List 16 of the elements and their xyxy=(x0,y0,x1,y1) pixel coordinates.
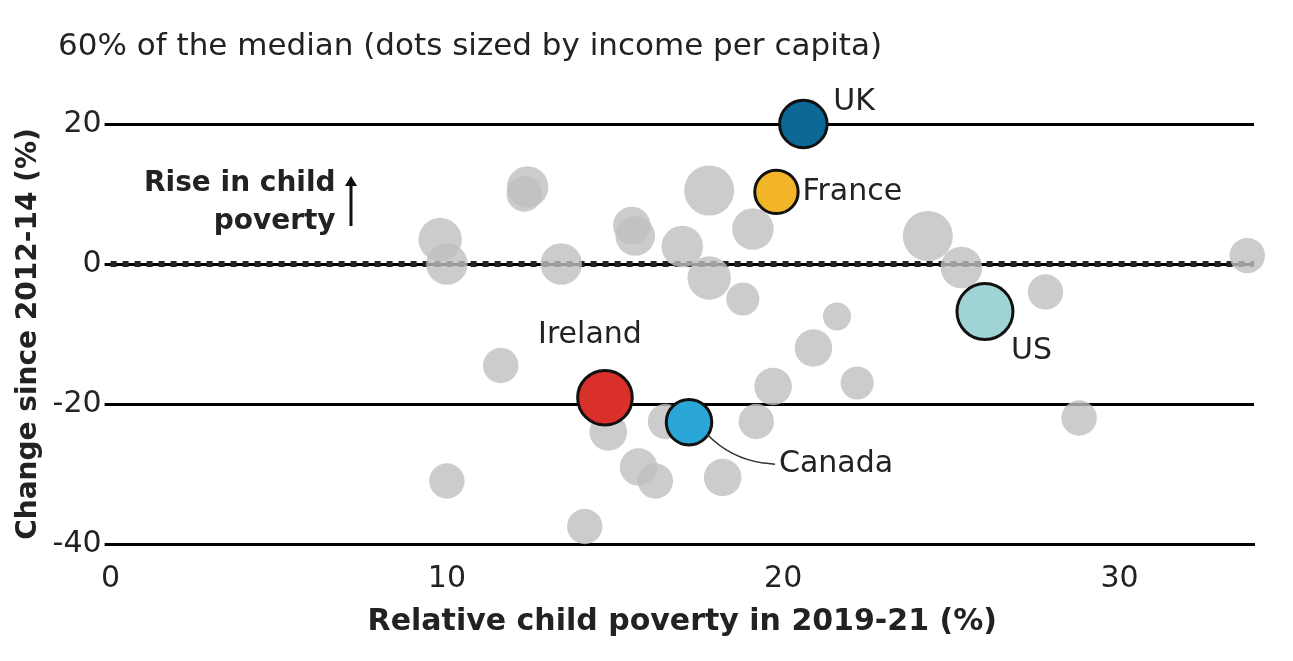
x-tick-label: 10 xyxy=(427,558,466,594)
y-tick-label: 0 xyxy=(82,243,102,279)
x-tick-label: 20 xyxy=(764,558,803,594)
series-label: UK xyxy=(833,81,877,117)
y-tick-label: -40 xyxy=(52,523,102,559)
annotation: Rise in child poverty xyxy=(143,165,336,237)
y-tick-label: 20 xyxy=(63,103,102,139)
series-label: US xyxy=(1010,331,1052,367)
x-axis-title: Relative child poverty in 2019-21 (%) xyxy=(367,601,997,637)
series-label: France xyxy=(802,171,903,207)
x-tick-label: 30 xyxy=(1100,558,1139,594)
y-axis-title: Change since 2012-14 (%) xyxy=(10,128,44,540)
text: Canada xyxy=(779,444,894,479)
y-tick-label: -20 xyxy=(52,383,102,419)
series-label: Ireland xyxy=(538,315,642,351)
chart-title: 60% of the median (dots sized by income per capita) xyxy=(57,25,883,64)
